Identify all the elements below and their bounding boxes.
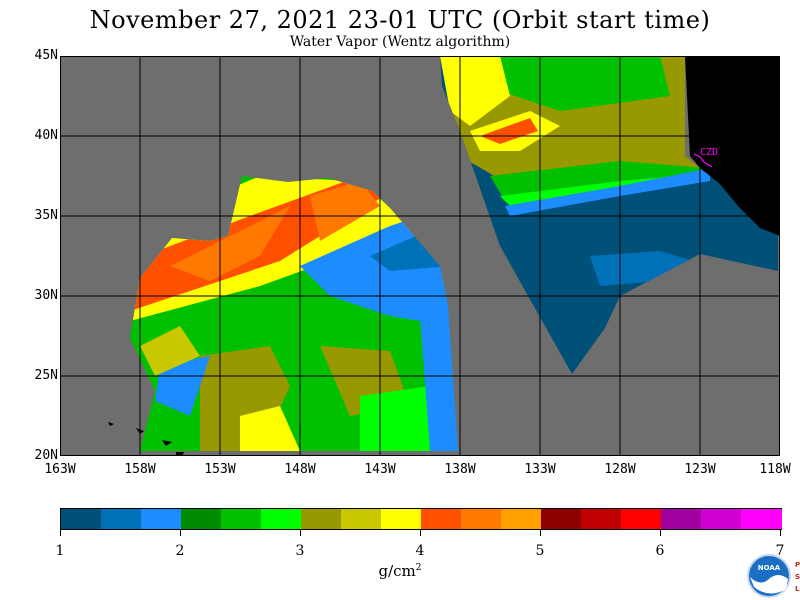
colorbar-swatch — [261, 509, 302, 529]
noaa-wave-icon — [750, 575, 788, 594]
colorbar-label-4: 5 — [535, 543, 545, 559]
logo-letter-l: L — [795, 585, 800, 593]
colorbar-swatch — [701, 509, 742, 529]
colorbar-label-5: 6 — [655, 543, 665, 559]
lat-label-4: 25N — [34, 368, 58, 383]
noaa-psl-logo: NOAA P S L — [747, 554, 800, 598]
colorbar-tick — [540, 529, 541, 536]
colorbar-swatch — [61, 509, 102, 529]
colorbar-label-3: 4 — [415, 543, 425, 559]
lat-label-0: 45N — [34, 48, 58, 63]
north-america-land — [685, 56, 780, 236]
map-border — [60, 56, 780, 456]
colorbar-swatch — [661, 509, 702, 529]
colorbar-swatch — [541, 509, 582, 529]
colorbar-swatch — [421, 509, 462, 529]
lon-label-0: 163W — [44, 462, 76, 477]
map-panel: CZD — [60, 56, 780, 456]
chart-title: November 27, 2021 23-01 UTC (Orbit start… — [89, 6, 711, 34]
colorbar-unit: g/cm2 — [378, 562, 422, 580]
lon-label-3: 148W — [284, 462, 316, 477]
logo-text: NOAA — [758, 564, 781, 572]
colorbar-swatch — [101, 509, 142, 529]
colorbar-swatch — [341, 509, 382, 529]
lat-label-2: 35N — [34, 208, 58, 223]
colorbar-label-6: 7 — [775, 543, 785, 559]
colorbar-swatch — [621, 509, 662, 529]
colorbar-swatch — [301, 509, 342, 529]
colorbar-swatch — [501, 509, 542, 529]
colorbar — [60, 508, 782, 530]
colorbar-tick — [780, 529, 781, 536]
logo-letter-s: S — [795, 573, 800, 581]
station-marker — [693, 153, 713, 168]
colorbar-swatch — [461, 509, 502, 529]
colorbar-swatch — [181, 509, 222, 529]
colorbar-swatch — [741, 509, 782, 529]
lon-label-7: 128W — [604, 462, 636, 477]
colorbar-label-1: 2 — [175, 543, 185, 559]
chart-subtitle: Water Vapor (Wentz algorithm) — [289, 34, 511, 50]
lon-label-2: 153W — [204, 462, 236, 477]
colorbar-tick — [660, 529, 661, 536]
colorbar-label-0: 1 — [55, 543, 65, 559]
lon-label-1: 158W — [124, 462, 156, 477]
station-label: CZD — [700, 147, 718, 158]
lon-label-5: 138W — [444, 462, 476, 477]
hawaii-islands — [108, 422, 184, 456]
water-vapor-map: CZD — [60, 56, 780, 456]
colorbar-tick — [180, 529, 181, 536]
colorbar-tick — [300, 529, 301, 536]
lat-label-5: 20N — [34, 448, 58, 463]
colorbar-swatch — [581, 509, 622, 529]
lat-lon-grid — [60, 56, 780, 456]
lat-label-1: 40N — [34, 128, 58, 143]
lon-label-8: 123W — [684, 462, 716, 477]
lon-label-9: 118W — [759, 462, 791, 477]
lon-label-4: 143W — [364, 462, 396, 477]
logo-letter-p: P — [795, 561, 800, 569]
colorbar-swatch — [381, 509, 422, 529]
colorbar-swatch — [141, 509, 182, 529]
colorbar-label-2: 3 — [295, 543, 305, 559]
lon-label-6: 133W — [524, 462, 556, 477]
colorbar-tick — [420, 529, 421, 536]
lat-label-3: 30N — [34, 288, 58, 303]
colorbar-tick — [60, 529, 61, 536]
colorbar-swatch — [221, 509, 262, 529]
